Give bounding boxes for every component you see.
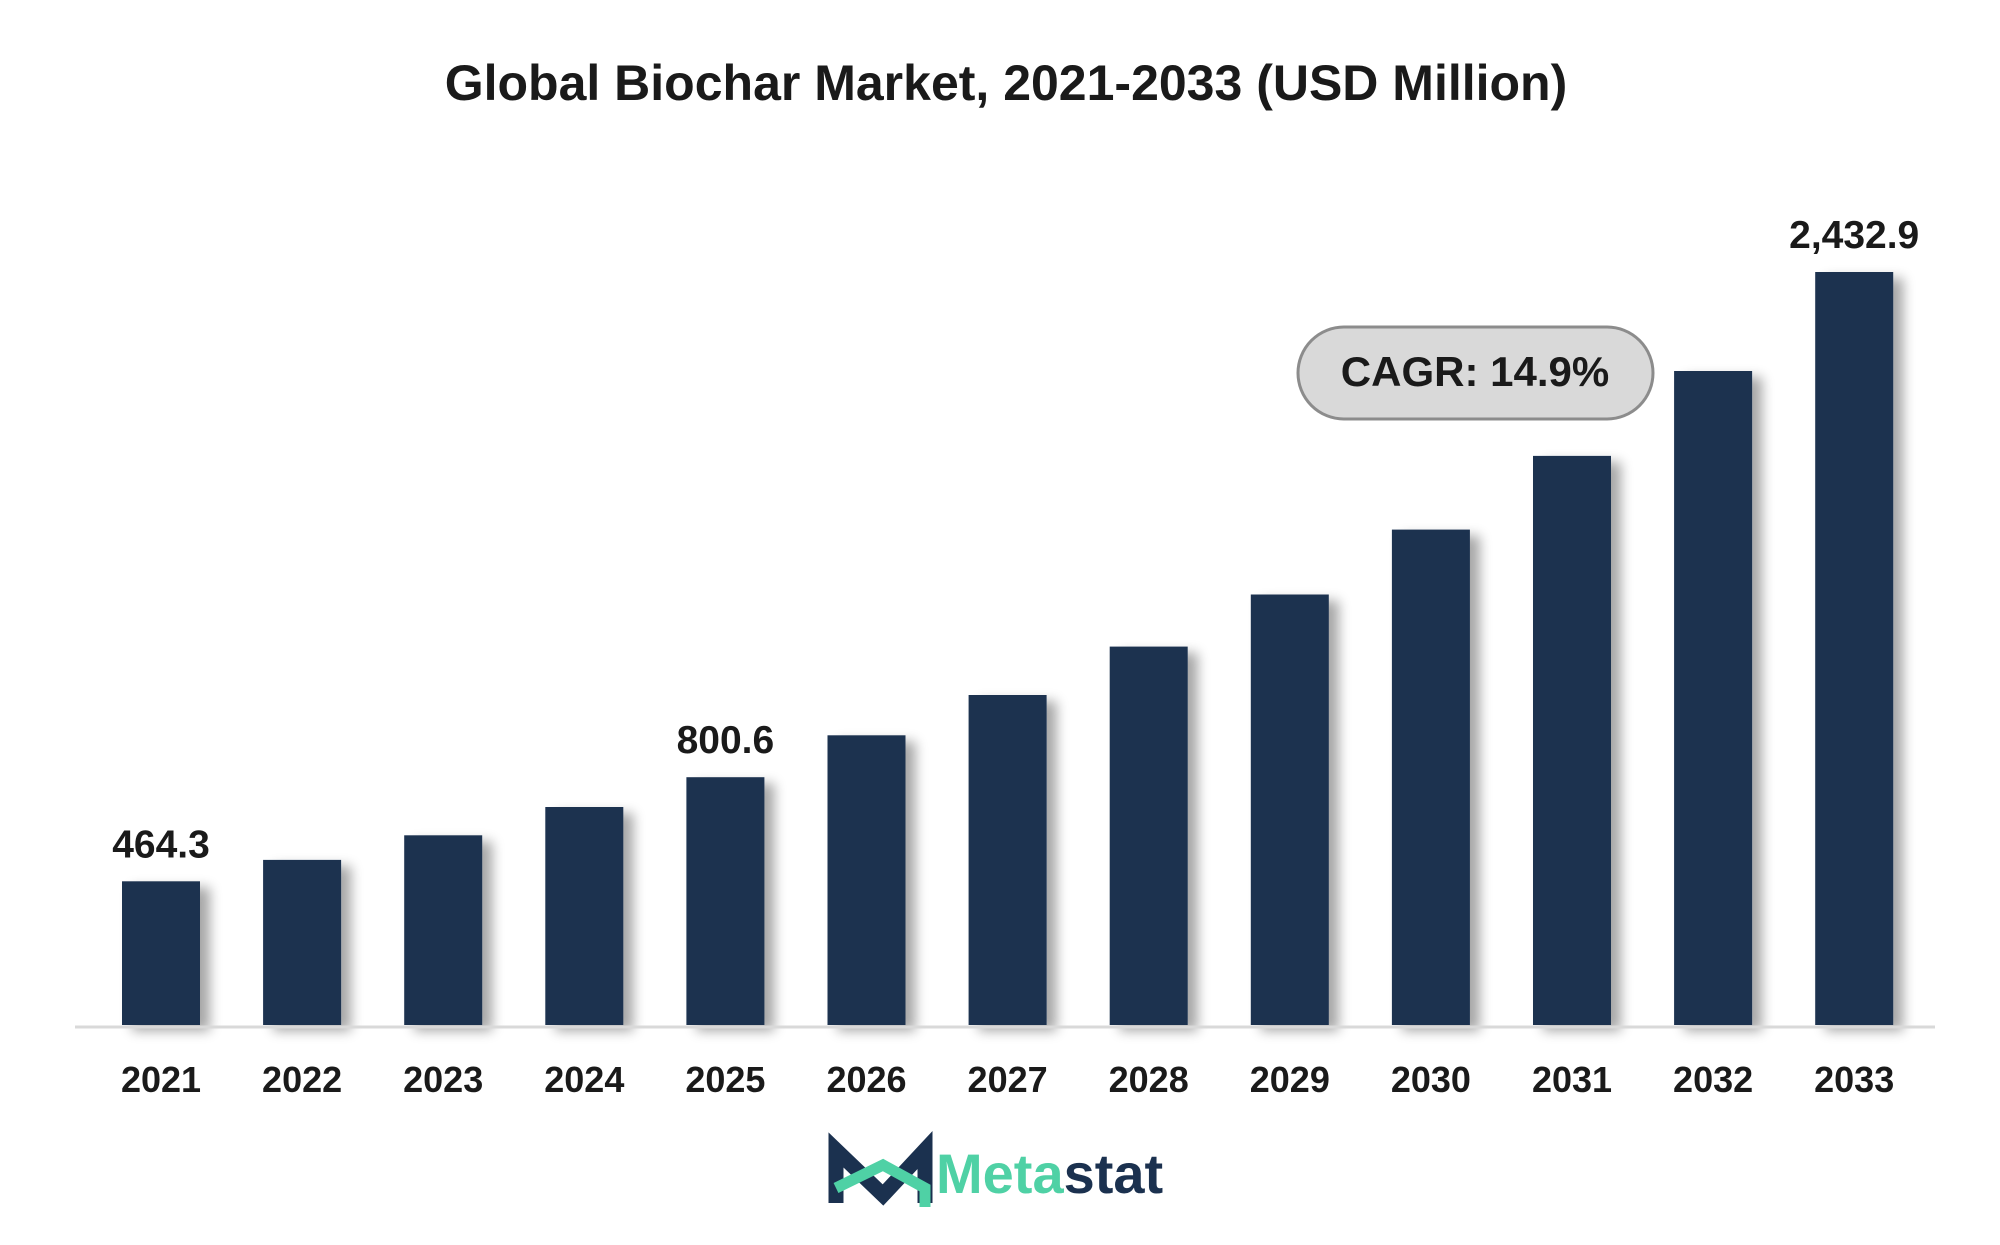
- chart-title: Global Biochar Market, 2021-2033 (USD Mi…: [445, 55, 1568, 111]
- x-tick-label-2021: 2021: [121, 1059, 201, 1100]
- cagr-annotation: CAGR: 14.9%: [1296, 325, 1655, 421]
- x-tick-label-2025: 2025: [685, 1059, 765, 1100]
- bar-2032: [1674, 371, 1753, 1025]
- data-labels: 464.3 800.6 2,432.9: [112, 214, 1919, 866]
- bar-2026: [827, 735, 906, 1025]
- x-tick-label-2033: 2033: [1814, 1059, 1894, 1100]
- bar-2027: [968, 695, 1047, 1025]
- bar-2023: [404, 835, 483, 1025]
- x-tick-label-2030: 2030: [1391, 1059, 1471, 1100]
- x-tick-label-2022: 2022: [262, 1059, 342, 1100]
- x-tick-labels: 2021 2022 2023 2024 2025 2026 2027 2028 2029 2030…: [121, 1059, 1894, 1100]
- bar-2033: [1815, 272, 1894, 1025]
- bar-2022: [263, 859, 342, 1025]
- x-tick-label-2028: 2028: [1109, 1059, 1189, 1100]
- bar-2028: [1109, 646, 1188, 1025]
- logo-text-meta: Meta: [936, 1142, 1064, 1205]
- bar-2025: [686, 777, 765, 1025]
- x-tick-label-2032: 2032: [1673, 1059, 1753, 1100]
- bar-2030: [1391, 529, 1470, 1025]
- metastat-logo-text: Metastat: [936, 1142, 1163, 1205]
- bar-2031: [1533, 455, 1611, 1025]
- x-tick-label-2031: 2031: [1532, 1059, 1612, 1100]
- bar-2024: [545, 807, 624, 1025]
- bars-layer: [122, 272, 1894, 1025]
- metastat-logo: Metastat: [828, 1130, 1163, 1207]
- x-tick-label-2023: 2023: [403, 1059, 483, 1100]
- data-label-2021: 464.3: [112, 823, 210, 866]
- metastat-logo-icon: [828, 1130, 933, 1207]
- x-tick-label-2026: 2026: [826, 1059, 906, 1100]
- data-label-2033: 2,432.9: [1789, 214, 1919, 257]
- bar-2029: [1250, 594, 1329, 1025]
- data-label-2025: 800.6: [677, 719, 775, 762]
- x-tick-label-2029: 2029: [1250, 1059, 1330, 1100]
- cagr-annotation-box: [1296, 325, 1655, 421]
- x-tick-label-2027: 2027: [968, 1059, 1048, 1100]
- bar-2021: [122, 881, 200, 1025]
- x-tick-label-2024: 2024: [544, 1059, 624, 1100]
- cagr-annotation-text: CAGR: 14.9%: [1341, 348, 1609, 395]
- logo-text-stat: stat: [1064, 1142, 1164, 1205]
